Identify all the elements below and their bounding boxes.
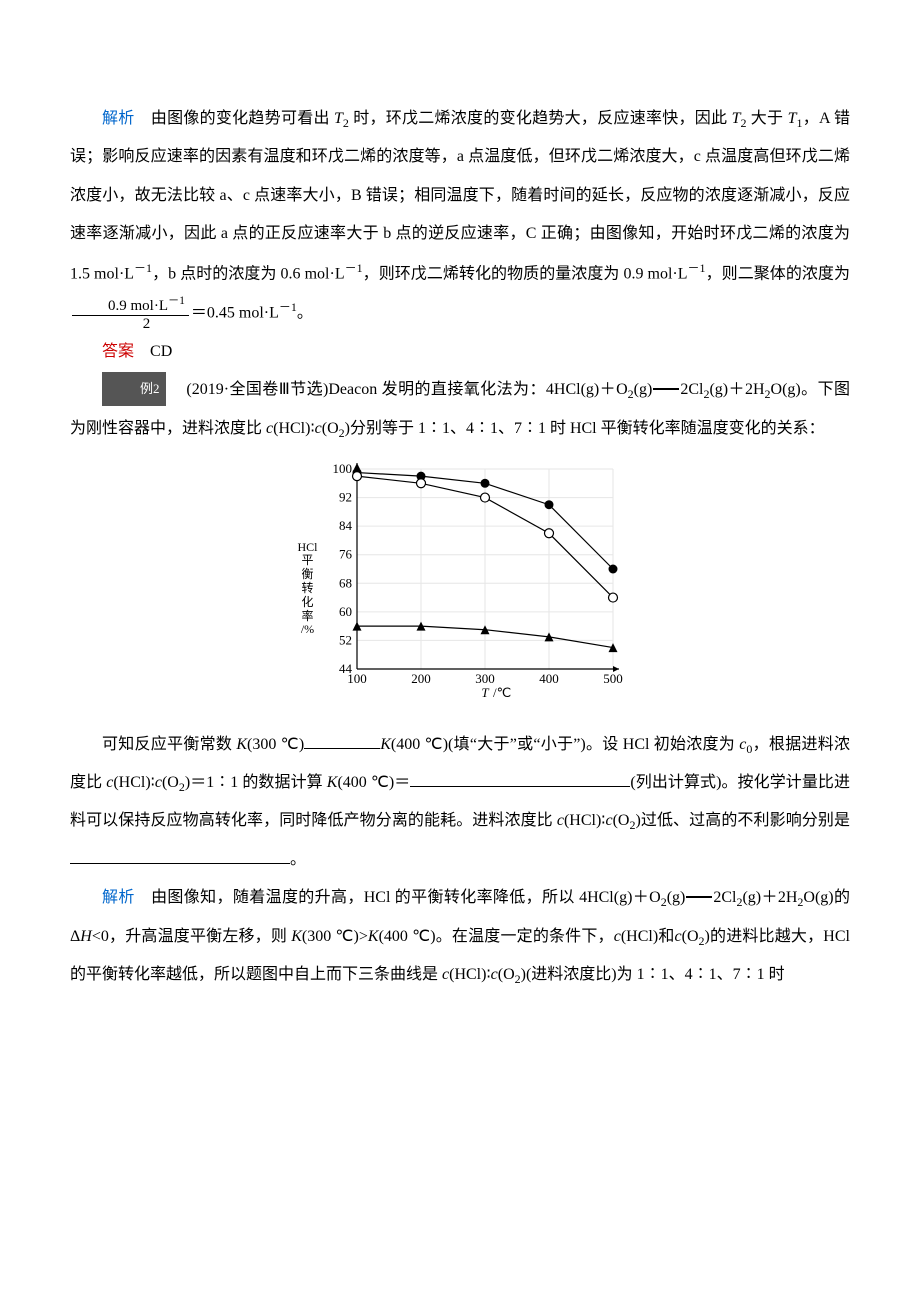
- svg-text:84: 84: [339, 518, 353, 533]
- chart-y-label: HCl平衡转化率/%: [297, 541, 317, 638]
- question-paragraph: 可知反应平衡常数 K(300 ℃)K(400 ℃)(填“大于”或“小于”)。设 …: [70, 726, 850, 880]
- equilibrium-arrow-icon: [686, 896, 712, 898]
- answer-line: 答案 CD: [70, 333, 850, 371]
- svg-text:52: 52: [339, 633, 352, 648]
- svg-text:400: 400: [539, 671, 559, 686]
- equilibrium-arrow-icon: [653, 388, 679, 390]
- example-badge: 例2: [102, 372, 166, 405]
- svg-text:60: 60: [339, 604, 352, 619]
- conversion-chart: 10020030040050044526068768492100T/℃: [323, 461, 623, 701]
- blank-2: [410, 770, 630, 787]
- svg-text:/℃: /℃: [493, 685, 511, 700]
- svg-text:500: 500: [603, 671, 623, 686]
- blank-1: [304, 732, 380, 749]
- svg-text:76: 76: [339, 547, 353, 562]
- analysis-paragraph-1: 解析 由图像的变化趋势可看出 T2 时，环戊二烯浓度的变化趋势大，反应速率快，因…: [70, 100, 850, 333]
- svg-text:100: 100: [332, 461, 352, 476]
- answer-label: 答案: [102, 343, 134, 360]
- svg-text:68: 68: [339, 575, 352, 590]
- blank-3: [70, 847, 290, 864]
- fraction: 0.9 mol·L－12: [72, 295, 189, 332]
- svg-text:T: T: [481, 685, 489, 700]
- svg-text:200: 200: [411, 671, 431, 686]
- svg-text:44: 44: [339, 661, 353, 676]
- svg-text:300: 300: [475, 671, 495, 686]
- example-2-paragraph: 例2 (2019·全国卷Ⅲ节选)Deacon 发明的直接氧化法为：4HCl(g)…: [70, 371, 850, 448]
- chart-container: HCl平衡转化率/% 100 200 300 400 500 44 52 60 68 76 84 92…: [70, 460, 850, 717]
- analysis-paragraph-2: 解析 由图像知，随着温度的升高，HCl 的平衡转化率降低，所以 4HCl(g)＋…: [70, 879, 850, 994]
- analysis-label-2: 解析: [102, 889, 135, 906]
- svg-text:92: 92: [339, 490, 352, 505]
- analysis-label: 解析: [102, 110, 135, 127]
